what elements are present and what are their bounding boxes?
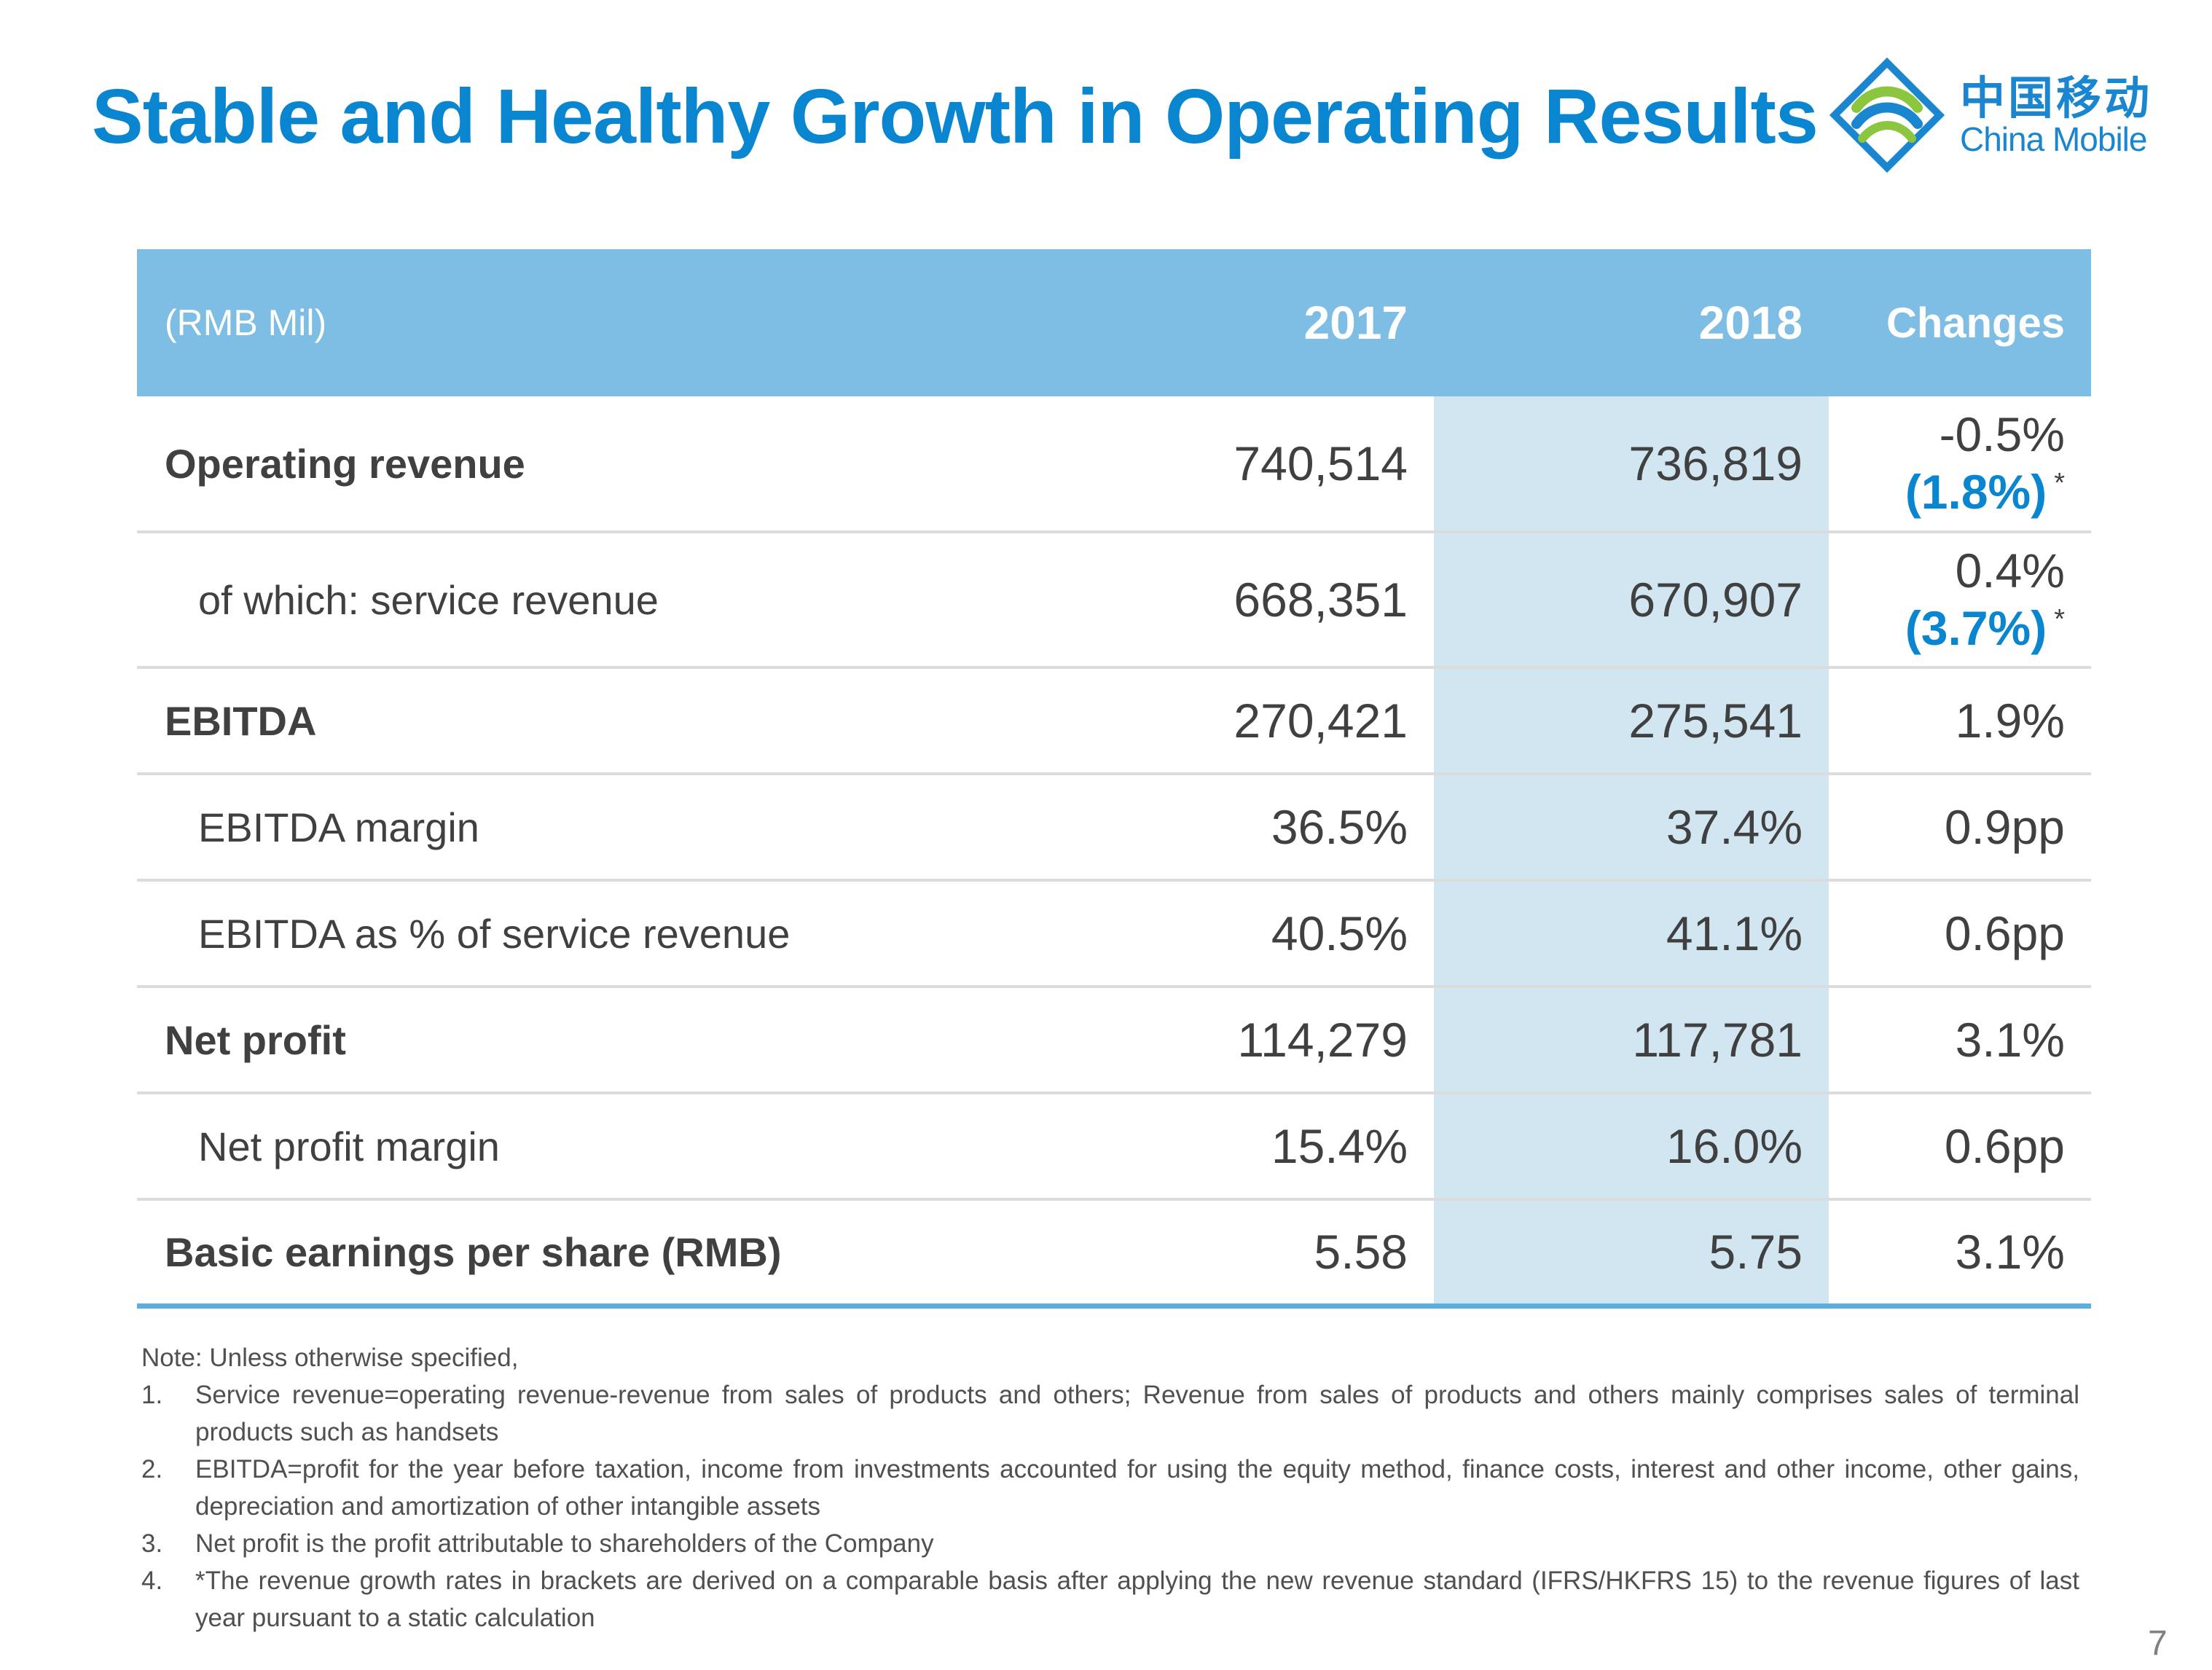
footnote-number: 4. — [141, 1567, 163, 1595]
value-2017: 15.4% — [1271, 1119, 1408, 1173]
change-value: 3.1% — [1955, 1225, 2065, 1279]
operating-results-table: (RMB Mil) 2017 2018 Changes Operating re… — [137, 249, 2091, 1309]
value-2017: 740,514 — [1234, 436, 1408, 490]
row-label: EBITDA — [165, 697, 317, 744]
row-label: Basic earnings per share (RMB) — [165, 1228, 782, 1275]
footnote-item: 2. EBITDA=profit for the year before tax… — [141, 1451, 2079, 1525]
row-label: Net profit — [165, 1016, 346, 1063]
value-2017: 40.5% — [1271, 906, 1408, 960]
row-label: EBITDA as % of service revenue — [198, 910, 791, 957]
change-value: 0.6pp — [1944, 1119, 2065, 1173]
value-2018: 117,781 — [1434, 987, 1829, 1093]
comparable-change-value: (1.8%) — [1905, 465, 2047, 519]
value-2018: 5.75 — [1434, 1199, 1829, 1306]
china-mobile-emblem-icon — [1829, 57, 1945, 173]
value-2018: 670,907 — [1434, 532, 1829, 667]
changes-header: Changes — [1886, 299, 2065, 347]
value-2017: 270,421 — [1234, 694, 1408, 748]
page-title: Stable and Healthy Growth in Operating R… — [92, 74, 1819, 160]
value-2018: 16.0% — [1434, 1093, 1829, 1199]
value-2018: 41.1% — [1434, 880, 1829, 987]
value-2017: 36.5% — [1271, 800, 1408, 854]
china-mobile-logo: 中国移动 China Mobile — [1829, 57, 2171, 173]
value-2017: 668,351 — [1234, 573, 1408, 627]
table-row: Basic earnings per share (RMB) 5.58 5.75… — [137, 1199, 2091, 1306]
table-row: EBITDA as % of service revenue 40.5% 41.… — [137, 880, 2091, 987]
footnote-star: * — [2054, 468, 2065, 498]
footnote-number: 3. — [141, 1529, 163, 1558]
table-row: EBITDA margin 36.5% 37.4% 0.9pp — [137, 774, 2091, 880]
footnote-text: EBITDA=profit for the year before taxati… — [195, 1455, 2079, 1521]
year-2018-header: 2018 — [1698, 297, 1803, 349]
change-cell: -0.5% (1.8%) * — [1829, 396, 2091, 532]
footnote-item: 1. Service revenue=operating revenue-rev… — [141, 1376, 2079, 1451]
footnote-text: Net profit is the profit attributable to… — [195, 1529, 934, 1558]
table-header-row: (RMB Mil) 2017 2018 Changes — [137, 249, 2091, 396]
table-row: Net profit margin 15.4% 16.0% 0.6pp — [137, 1093, 2091, 1199]
value-2017: 5.58 — [1314, 1225, 1408, 1279]
footnote-item: 4. *The revenue growth rates in brackets… — [141, 1562, 2079, 1636]
row-label: Net profit margin — [198, 1123, 500, 1169]
change-value: 0.9pp — [1944, 800, 2065, 854]
row-label: of which: service revenue — [198, 576, 659, 623]
footnote-text: *The revenue growth rates in brackets ar… — [195, 1567, 2079, 1632]
footnote-star: * — [2054, 604, 2065, 635]
footnote-text: Service revenue=operating revenue-revenu… — [195, 1381, 2079, 1446]
logo-chinese-text: 中国移动 — [1960, 71, 2153, 125]
change-value: 0.6pp — [1944, 906, 2065, 960]
change-value: 3.1% — [1955, 1013, 2065, 1067]
unit-header: (RMB Mil) — [165, 302, 327, 343]
value-2018: 275,541 — [1434, 667, 1829, 774]
footnote-number: 1. — [141, 1381, 163, 1409]
year-2017-header: 2017 — [1303, 297, 1408, 349]
comparable-change-value: (3.7%) — [1905, 601, 2047, 655]
table-row: EBITDA 270,421 275,541 1.9% — [137, 667, 2091, 774]
table-row: of which: service revenue 668,351 670,90… — [137, 532, 2091, 667]
row-label: EBITDA margin — [198, 804, 479, 850]
footnote-item: 3. Net profit is the profit attributable… — [141, 1525, 2079, 1562]
logo-english-text: China Mobile — [1960, 120, 2147, 158]
value-2017: 114,279 — [1237, 1013, 1408, 1067]
page-number: 7 — [2148, 1624, 2168, 1663]
change-value: 1.9% — [1955, 694, 2065, 748]
change-value: 0.4% — [1955, 543, 2065, 597]
value-2018: 37.4% — [1434, 774, 1829, 880]
row-label: Operating revenue — [165, 440, 525, 487]
table-row: Net profit 114,279 117,781 3.1% — [137, 987, 2091, 1093]
value-2018: 736,819 — [1434, 396, 1829, 532]
footnotes: Note: Unless otherwise specified, 1. Ser… — [141, 1339, 2079, 1636]
notes-heading: Note: Unless otherwise specified, — [141, 1344, 519, 1372]
change-value: -0.5% — [1939, 407, 2065, 461]
change-cell: 0.4% (3.7%) * — [1829, 532, 2091, 667]
table-row: Operating revenue 740,514 736,819 -0.5% … — [137, 396, 2091, 532]
footnote-number: 2. — [141, 1455, 163, 1483]
